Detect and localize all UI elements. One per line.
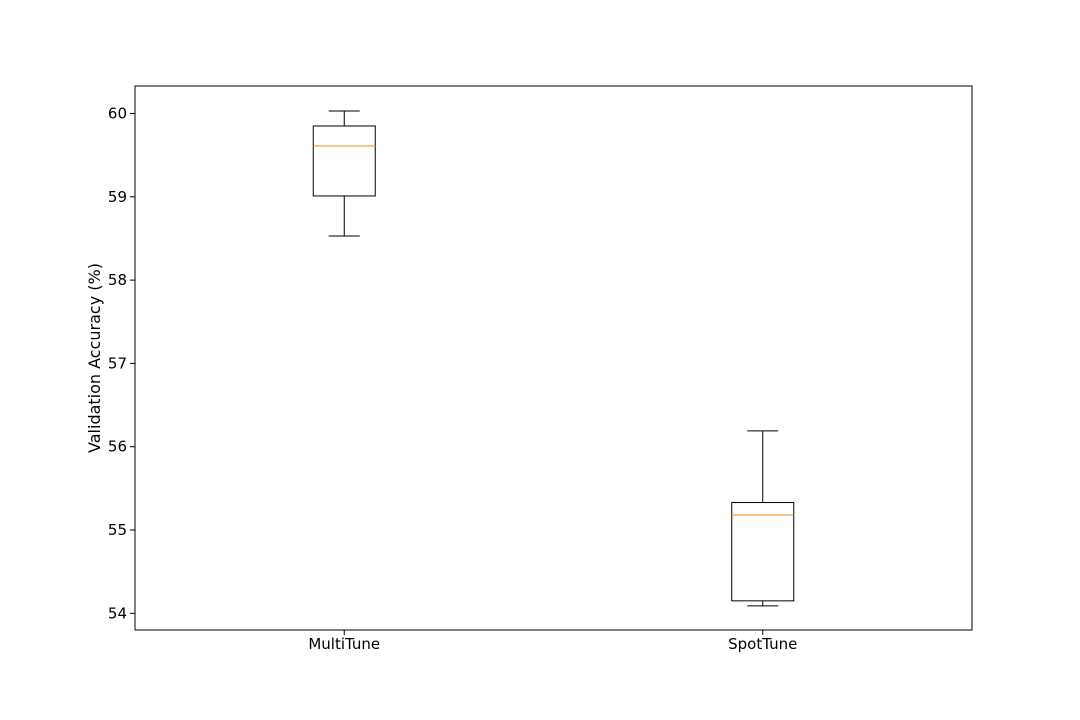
y-axis-label: Validation Accuracy (%) xyxy=(85,263,104,453)
x-axis-ticks: MultiTune SpotTune xyxy=(308,630,797,653)
box-multitune xyxy=(312,110,376,237)
plot-area xyxy=(135,86,972,630)
y-tick-label: 57 xyxy=(108,354,127,372)
plot-frame xyxy=(134,85,973,631)
x-tick-label: MultiTune xyxy=(308,635,380,653)
y-tick-label: 60 xyxy=(108,104,127,122)
iqr-box xyxy=(731,502,795,602)
y-tick-label: 59 xyxy=(108,188,127,206)
y-tick-label: 56 xyxy=(108,438,127,456)
x-tick-label: SpotTune xyxy=(728,635,797,653)
box-spottune xyxy=(731,430,795,607)
y-axis-ticks: 54 55 56 57 58 59 60 xyxy=(108,104,135,622)
boxes-layer xyxy=(312,110,795,607)
iqr-box xyxy=(312,125,376,197)
y-tick-label: 58 xyxy=(108,271,127,289)
y-tick-label: 54 xyxy=(108,604,127,622)
y-tick-label: 55 xyxy=(108,521,127,539)
